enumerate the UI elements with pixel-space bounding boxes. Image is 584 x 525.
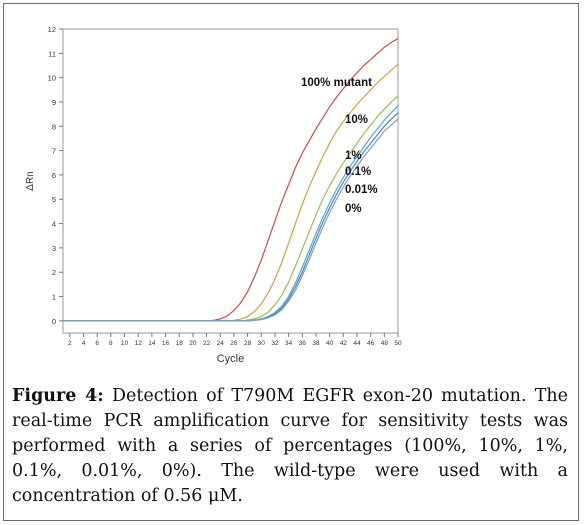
y-tick-label: 12	[48, 25, 56, 34]
y-tick-label: 3	[52, 244, 56, 253]
series-label: 1%	[345, 150, 362, 162]
y-tick-label: 8	[52, 122, 56, 131]
series-label: 0.01%	[345, 184, 378, 196]
x-tick-label: 36	[299, 340, 307, 347]
series-line	[63, 105, 399, 322]
x-tick-label: 48	[381, 340, 389, 347]
y-tick-label: 4	[52, 220, 56, 229]
x-tick-label: 18	[176, 340, 184, 347]
caption-label: Figure 4:	[12, 386, 104, 406]
series-label: 100% mutant	[301, 77, 372, 89]
x-tick-label: 40	[326, 340, 334, 347]
x-tick-label: 50	[394, 340, 402, 347]
x-tick-label: 6	[95, 340, 99, 347]
series-line	[63, 63, 399, 322]
x-axis-label: Cycle	[217, 353, 245, 365]
x-tick-label: 26	[230, 340, 238, 347]
y-tick-label: 0	[52, 317, 56, 326]
x-tick-label: 4	[82, 340, 86, 347]
x-tick-label: 42	[340, 340, 348, 347]
x-tick-label: 14	[148, 340, 156, 347]
series-label: 0%	[345, 203, 362, 215]
x-tick-label: 8	[109, 340, 113, 347]
series-line	[63, 118, 399, 322]
y-tick-label: 10	[48, 74, 56, 83]
figure-caption: Figure 4: Detection of T790M EGFR exon-2…	[12, 384, 568, 509]
y-tick-label: 6	[52, 171, 56, 180]
x-tick-label: 38	[312, 340, 320, 347]
caption-text: Detection of T790M EGFR exon-20 mutation…	[12, 386, 568, 506]
y-tick-label: 5	[52, 195, 56, 204]
series-line	[63, 95, 399, 322]
plot-area	[62, 28, 399, 334]
x-tick-label: 28	[244, 340, 252, 347]
x-tick-label: 44	[353, 340, 361, 347]
x-tick-label: 22	[203, 340, 211, 347]
series-label: 0.1%	[345, 166, 371, 178]
y-tick-label: 9	[52, 98, 56, 107]
x-tick-label: 24	[217, 340, 225, 347]
x-tick-label: 32	[271, 340, 279, 347]
y-tick-label: 7	[52, 147, 56, 156]
x-tick-label: 12	[135, 340, 143, 347]
y-tick-label: 11	[48, 49, 56, 58]
y-axis-label: ΔRn	[25, 171, 36, 190]
x-tick-label: 10	[121, 340, 129, 347]
y-tick-label: 1	[52, 293, 56, 302]
x-tick-label: 34	[285, 340, 293, 347]
x-tick-label: 20	[189, 340, 197, 347]
series-label: 10%	[345, 114, 368, 126]
series-line	[63, 38, 399, 322]
x-tick-label: 30	[258, 340, 266, 347]
x-tick-label: 2	[68, 340, 72, 347]
x-tick-label: 16	[162, 340, 170, 347]
y-tick-label: 2	[52, 268, 56, 277]
x-tick-label: 46	[367, 340, 375, 347]
